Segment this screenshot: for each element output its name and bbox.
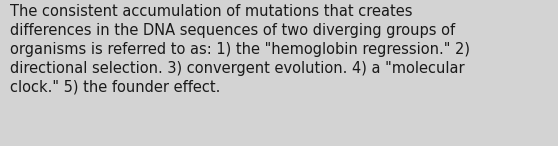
Text: The consistent accumulation of mutations that creates
differences in the DNA seq: The consistent accumulation of mutations… <box>10 4 470 95</box>
